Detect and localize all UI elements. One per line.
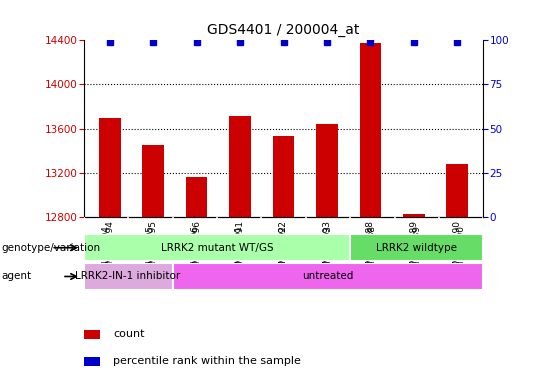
Text: GSM888896: GSM888896 — [190, 225, 199, 280]
Text: GSM888892: GSM888892 — [279, 225, 288, 280]
Bar — [360, 43, 381, 217]
Bar — [403, 214, 424, 217]
Text: agent: agent — [1, 271, 31, 281]
Text: GSM888890: GSM888890 — [457, 225, 465, 280]
Text: GSM888895: GSM888895 — [146, 225, 155, 280]
Text: GSM888888: GSM888888 — [368, 225, 377, 280]
Bar — [172, 263, 483, 290]
Text: GSM888893: GSM888893 — [323, 225, 333, 280]
Text: count: count — [113, 329, 145, 339]
Text: LRRK2-IN-1 inhibitor: LRRK2-IN-1 inhibitor — [76, 271, 181, 281]
Bar — [99, 118, 120, 217]
Bar — [316, 124, 338, 217]
Text: genotype/variation: genotype/variation — [1, 243, 100, 253]
Text: LRRK2 mutant WT/GS: LRRK2 mutant WT/GS — [160, 243, 273, 253]
Bar — [229, 116, 251, 217]
Bar — [84, 234, 350, 261]
Text: GSM888894: GSM888894 — [102, 225, 110, 280]
Bar — [350, 234, 483, 261]
Text: LRRK2 wildtype: LRRK2 wildtype — [376, 243, 457, 253]
Bar — [143, 145, 164, 217]
Bar — [186, 177, 207, 217]
Text: GSM888889: GSM888889 — [412, 225, 421, 280]
Bar — [447, 164, 468, 217]
Text: GSM888891: GSM888891 — [234, 225, 244, 280]
Bar — [273, 136, 294, 217]
Bar — [84, 263, 172, 290]
Text: percentile rank within the sample: percentile rank within the sample — [113, 356, 301, 366]
Text: untreated: untreated — [302, 271, 354, 281]
Title: GDS4401 / 200004_at: GDS4401 / 200004_at — [207, 23, 360, 36]
